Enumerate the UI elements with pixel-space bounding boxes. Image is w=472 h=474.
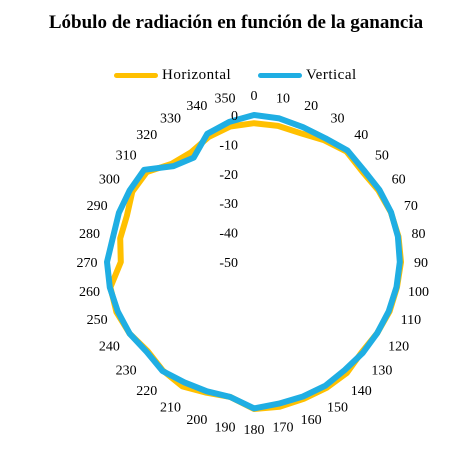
radial-tick-label: -40 [219, 227, 238, 242]
angle-tick-label: 180 [244, 423, 265, 438]
angle-tick-label: 10 [276, 92, 290, 107]
angle-tick-label: 290 [87, 199, 108, 214]
angle-tick-label: 220 [136, 384, 157, 399]
angle-tick-label: 230 [116, 363, 137, 378]
angle-tick-label: 200 [186, 413, 207, 428]
angle-tick-label: 240 [99, 340, 120, 355]
angle-tick-label: 190 [215, 421, 236, 436]
series-line-vertical [104, 112, 403, 412]
angle-tick-label: 340 [186, 99, 207, 114]
angle-tick-label: 280 [79, 227, 100, 242]
angle-tick-label: 210 [160, 401, 181, 416]
angle-tick-label: 270 [77, 256, 98, 271]
angle-tick-label: 0 [251, 89, 258, 104]
angle-tick-label: 20 [304, 99, 318, 114]
angle-tick-label: 110 [401, 313, 421, 328]
angle-tick-label: 50 [375, 149, 389, 164]
radial-tick-label: -10 [219, 138, 238, 153]
angle-tick-label: 130 [371, 363, 392, 378]
angle-tick-label: 260 [79, 285, 100, 300]
radial-tick-label: 0 [231, 109, 238, 124]
radial-tick-label: -50 [219, 256, 238, 271]
radial-tick-labels: 0 -10 -20 -30 -40 -50 [219, 109, 238, 271]
series-layer [104, 112, 404, 412]
legend-item-vertical: Vertical [258, 64, 357, 86]
angle-tick-label: 60 [392, 173, 406, 188]
angle-tick-label: 300 [99, 173, 120, 188]
legend-item-horizontal: Horizontal [114, 64, 231, 86]
angle-tick-label: 170 [273, 421, 294, 436]
angle-tick-label: 330 [160, 111, 181, 126]
legend-swatch-horizontal [114, 72, 158, 78]
angle-tick-label: 310 [116, 149, 137, 164]
angle-tick-label: 40 [354, 128, 368, 143]
radial-tick-label: -20 [219, 168, 238, 183]
angle-tick-label: 100 [408, 285, 429, 300]
angle-tick-label: 160 [301, 413, 322, 428]
chart-legend: Horizontal Vertical [0, 64, 472, 86]
angle-tick-label: 70 [404, 199, 418, 214]
angle-tick-label: 250 [87, 313, 108, 328]
chart-title: Lóbulo de radiación en función de la gan… [48, 12, 424, 33]
angle-tick-label: 30 [331, 111, 345, 126]
legend-swatch-vertical [258, 72, 302, 78]
angle-tick-label: 150 [327, 401, 348, 416]
radial-tick-label: -30 [219, 197, 238, 212]
angle-tick-label: 90 [414, 256, 428, 271]
angle-tick-label: 350 [215, 92, 236, 107]
angle-tick-label: 120 [388, 340, 409, 355]
legend-label-vertical: Vertical [306, 66, 357, 83]
angle-tick-label: 320 [136, 128, 157, 143]
legend-label-horizontal: Horizontal [162, 66, 232, 83]
angle-tick-label: 80 [412, 227, 426, 242]
angle-tick-label: 140 [351, 384, 372, 399]
